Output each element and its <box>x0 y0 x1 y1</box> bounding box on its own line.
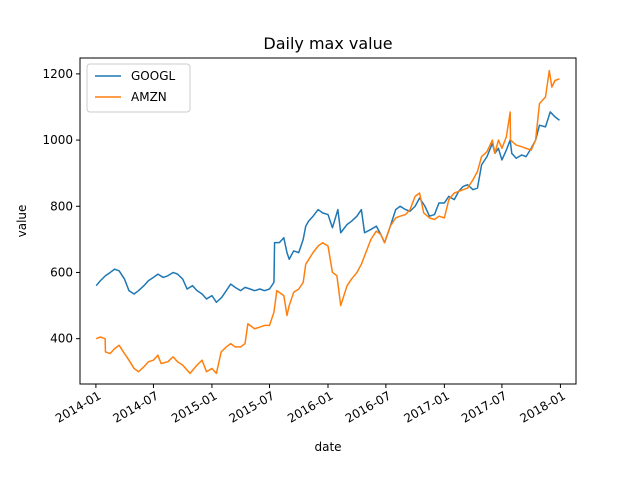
x-tick-label: 2014-07 <box>111 388 161 425</box>
y-tick-label: 1200 <box>42 67 73 81</box>
y-axis: 400 600 800 1000 1200 <box>42 67 80 346</box>
x-tick-label: 2015-07 <box>227 388 277 425</box>
x-tick-label: 2018-01 <box>517 388 567 425</box>
legend: GOOGL AMZN <box>86 63 191 113</box>
series-layer <box>95 69 560 375</box>
y-tick-label: 400 <box>50 332 73 346</box>
x-tick-label: 2017-01 <box>401 388 451 425</box>
legend-label-amzn: AMZN <box>131 90 167 104</box>
x-tick-label: 2016-07 <box>343 388 393 425</box>
x-tick-label: 2016-01 <box>285 388 335 425</box>
x-axis: 2014-01 2014-07 2015-01 2015-07 2016-01 2016-… <box>53 384 568 426</box>
x-tick-label: 2017-07 <box>459 388 509 425</box>
x-tick-label: 2015-01 <box>169 388 219 425</box>
y-tick-label: 800 <box>50 199 73 213</box>
x-axis-label: date <box>314 440 341 454</box>
y-tick-label: 1000 <box>42 133 73 147</box>
chart-title: Daily max value <box>263 34 392 53</box>
y-axis-label: value <box>15 205 29 238</box>
series-line-amzn <box>95 69 560 375</box>
y-tick-label: 600 <box>50 265 73 279</box>
legend-label-googl: GOOGL <box>131 69 175 83</box>
series-line-googl <box>95 111 560 303</box>
x-tick-label: 2014-01 <box>53 388 103 425</box>
